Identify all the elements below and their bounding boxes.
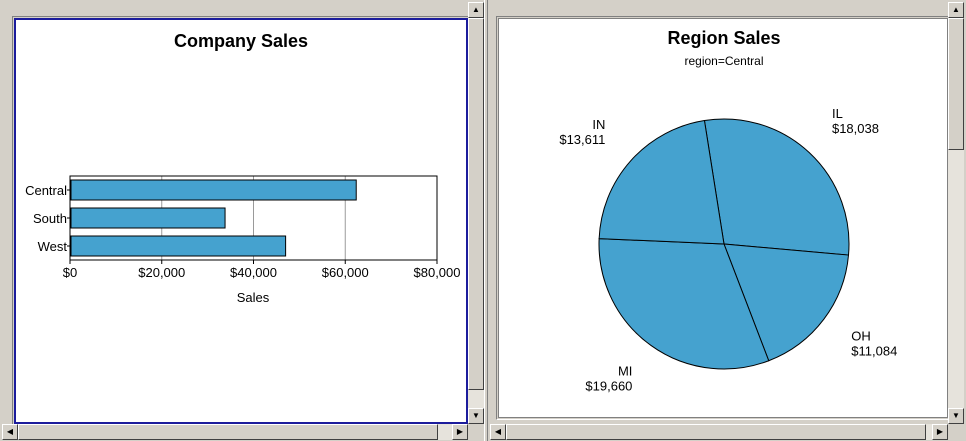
company-sales-canvas[interactable]: Company Sales Central South West $0 $20,000 $… — [14, 18, 468, 424]
tick-label: $20,000 — [138, 265, 185, 280]
tick-label: $0 — [63, 265, 77, 280]
scroll-left-button[interactable]: ◀ — [490, 424, 506, 440]
chart-title: Region Sales — [667, 28, 780, 48]
slice-label: MI — [618, 364, 632, 379]
pane-splitter[interactable] — [484, 0, 488, 441]
scroll-left-button[interactable]: ◀ — [2, 424, 18, 440]
arrow-down-icon: ▼ — [472, 411, 480, 420]
pie-slice — [703, 118, 850, 256]
left-horizontal-scrollbar[interactable]: ◀ ▶ — [2, 424, 468, 440]
company-sales-chart: Company Sales Central South West $0 $20,000 $… — [25, 31, 461, 305]
chart-subtitle: region=Central — [684, 54, 763, 68]
bar-plot-area: Central South West $0 $20,000 $40,000 $60,000 $… — [25, 175, 461, 280]
scroll-down-button[interactable]: ▼ — [468, 408, 484, 424]
bar — [70, 235, 287, 257]
scroll-right-button[interactable]: ▶ — [452, 424, 468, 440]
right-vertical-scrollbar[interactable]: ▲ ▼ — [948, 2, 964, 424]
region-sales-canvas[interactable]: Region Sales region=Central IL $18,038 OH $… — [498, 18, 948, 418]
slice-value-label: $11,084 — [851, 344, 897, 359]
tick-label: $60,000 — [322, 265, 369, 280]
pie-slice — [598, 238, 770, 370]
slice-value-label: $18,038 — [832, 121, 879, 136]
arrow-up-icon: ▲ — [472, 5, 480, 14]
tick-label: $40,000 — [230, 265, 277, 280]
slice-value-label: $19,660 — [585, 379, 632, 394]
scrollbar-corner — [468, 424, 484, 440]
bar — [70, 207, 226, 229]
pie-slice — [598, 119, 725, 245]
scroll-thumb[interactable] — [948, 18, 964, 150]
x-axis-label: Sales — [237, 290, 270, 305]
scroll-thumb[interactable] — [18, 424, 438, 440]
slice-label: OH — [851, 329, 871, 344]
scroll-thumb[interactable] — [506, 424, 926, 440]
right-horizontal-scrollbar[interactable]: ◀ ▶ — [490, 424, 948, 440]
scroll-up-button[interactable]: ▲ — [948, 2, 964, 18]
chart-title: Company Sales — [174, 31, 308, 51]
arrow-right-icon: ▶ — [456, 427, 464, 436]
category-label: South — [33, 211, 67, 226]
arrow-right-icon: ▶ — [936, 427, 944, 436]
region-sales-chart: Region Sales region=Central IL$18,038OH$… — [559, 28, 897, 394]
right-pane: Region Sales region=Central IL $18,038 OH $… — [488, 0, 966, 441]
scrollbar-corner — [948, 424, 964, 440]
pie-plot-area: IL$18,038 OH$11,084 MI$19,660 IN$13,611 — [559, 106, 897, 394]
arrow-down-icon: ▼ — [952, 411, 960, 420]
left-pane: Company Sales Central South West $0 $20,000 $… — [2, 2, 484, 440]
scroll-down-button[interactable]: ▼ — [948, 408, 964, 424]
arrow-left-icon: ◀ — [494, 427, 502, 436]
scroll-right-button[interactable]: ▶ — [932, 424, 948, 440]
scroll-thumb[interactable] — [468, 18, 484, 390]
arrow-up-icon: ▲ — [952, 5, 960, 14]
scroll-up-button[interactable]: ▲ — [468, 2, 484, 18]
category-label: Central — [25, 183, 67, 198]
arrow-left-icon: ◀ — [6, 427, 14, 436]
bar — [70, 179, 357, 201]
category-label: West — [38, 239, 68, 254]
slice-label: IN — [592, 117, 605, 132]
left-vertical-scrollbar[interactable]: ▲ ▼ — [468, 2, 484, 424]
slice-label: IL — [832, 106, 843, 121]
slice-value-label: $13,611 — [559, 132, 605, 147]
tick-label: $80,000 — [414, 265, 461, 280]
pie-slice — [723, 243, 850, 362]
